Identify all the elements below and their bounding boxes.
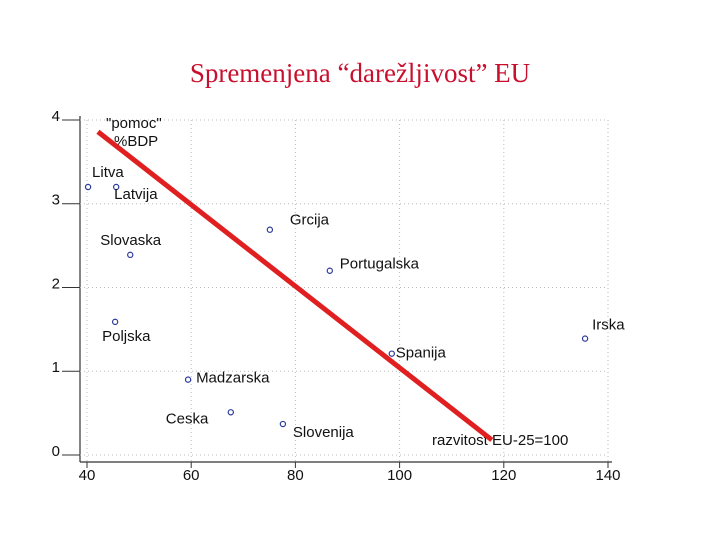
y-tick-label: 3	[52, 192, 60, 209]
point	[84, 183, 92, 191]
point	[581, 335, 589, 342]
y-axis-label: "pomoc"	[106, 115, 162, 132]
point	[279, 420, 287, 428]
chart-title: Spremenjena “darežljivost” EU	[190, 58, 530, 88]
point-label: Irska	[592, 317, 625, 334]
point	[326, 267, 333, 274]
point-label: Slovaska	[100, 232, 162, 249]
point	[127, 251, 134, 259]
point-label: Slovenija	[293, 424, 355, 441]
point	[184, 376, 192, 383]
y-tick-label: 0	[52, 443, 60, 460]
y-tick-label: 1	[52, 359, 60, 376]
y-tick-label: 4	[52, 108, 60, 125]
point	[227, 409, 234, 416]
point-label: Ceska	[166, 410, 209, 427]
point-label: Madzarska	[196, 370, 270, 387]
point-label: Spanija	[396, 345, 447, 362]
x-tick-label: 100	[387, 467, 412, 484]
point	[111, 318, 119, 326]
y-axis-label: %BDP	[114, 133, 158, 150]
point-label: Litva	[92, 164, 124, 181]
point-label: Portugalska	[340, 256, 420, 273]
x-axis-label: razvitost EU-25=100	[432, 432, 568, 449]
trend-line	[96, 129, 494, 442]
point-label: Latvija	[114, 186, 158, 203]
point	[112, 183, 120, 191]
x-tick-label: 80	[287, 467, 304, 484]
x-tick-label: 40	[79, 467, 96, 484]
point	[266, 226, 274, 233]
y-tick-label: 2	[52, 275, 60, 292]
point-label: Grcija	[290, 212, 330, 229]
x-tick-label: 120	[491, 467, 516, 484]
point	[388, 350, 395, 357]
x-tick-label: 140	[595, 467, 620, 484]
point-label: Poljska	[102, 328, 151, 345]
x-tick-label: 60	[183, 467, 200, 484]
